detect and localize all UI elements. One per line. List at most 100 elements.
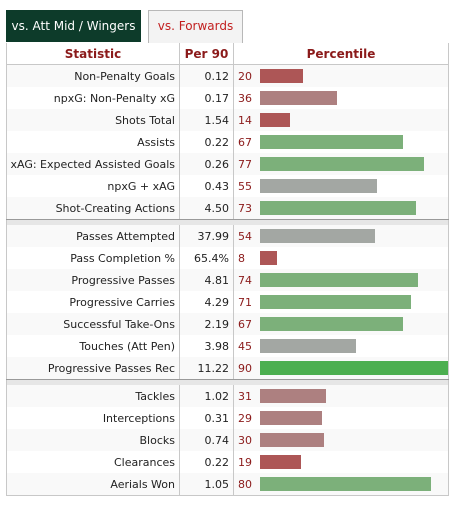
percentile-value: 55 [238,179,252,193]
statistic-cell: Shot-Creating Actions [6,197,180,220]
percentile-value: 29 [238,411,252,425]
percentile-bar [260,361,448,375]
percentile-cell: 19 [233,451,449,473]
header-percentile[interactable]: Percentile [233,43,449,65]
percentile-cell: 67 [233,313,449,335]
table-row: Progressive Passes 4.81 74 [6,269,449,291]
percentile-cell: 31 [233,385,449,407]
percentile-bar [260,69,303,83]
table-row: Tackles 1.02 31 [6,385,449,407]
per90-cell: 2.19 [179,313,234,335]
percentile-value: 67 [238,135,252,149]
table-row: Clearances 0.22 19 [6,451,449,473]
statistic-cell: Progressive Carries [6,291,180,313]
per90-cell: 1.54 [179,109,234,131]
per90-cell: 65.4% [179,247,234,269]
group-separator [6,379,449,385]
table-row: Assists 0.22 67 [6,131,449,153]
statistic-cell: npxG: Non-Penalty xG [6,87,180,109]
per90-cell: 11.22 [179,357,234,380]
percentile-value: 30 [238,433,252,447]
percentile-bar [260,157,424,171]
percentile-value: 19 [238,455,252,469]
statistic-cell: Tackles [6,385,180,407]
percentile-bar [260,91,337,105]
header-statistic[interactable]: Statistic [6,43,180,65]
per90-cell: 0.43 [179,175,234,197]
table-row: Pass Completion % 65.4% 8 [6,247,449,269]
separator-cell [6,219,449,225]
per90-cell: 0.31 [179,407,234,429]
per90-cell: 0.74 [179,429,234,451]
table-row: Non-Penalty Goals 0.12 20 [6,64,449,87]
per90-cell: 1.05 [179,473,234,496]
percentile-value: 45 [238,339,252,353]
table-row: Interceptions 0.31 29 [6,407,449,429]
statistic-cell: Interceptions [6,407,180,429]
percentile-cell: 20 [233,64,449,87]
table-row: Passes Attempted 37.99 54 [6,225,449,247]
table-row: npxG + xAG 0.43 55 [6,175,449,197]
table-row: npxG: Non-Penalty xG 0.17 36 [6,87,449,109]
group-separator [6,219,449,225]
table-row: Successful Take-Ons 2.19 67 [6,313,449,335]
statistic-cell: Clearances [6,451,180,473]
percentile-cell: 71 [233,291,449,313]
percentile-bar [260,389,326,403]
percentile-bar [260,433,324,447]
percentile-bar [260,411,322,425]
per90-cell: 4.50 [179,197,234,220]
percentile-cell: 90 [233,357,449,380]
statistic-cell: Aerials Won [6,473,180,496]
percentile-bar [260,295,411,309]
percentile-value: 80 [238,477,252,491]
header-per90[interactable]: Per 90 [179,43,234,65]
table-body: Non-Penalty Goals 0.12 20 npxG: Non-Penalty… [6,64,449,496]
tab-forwards[interactable]: vs. Forwards [148,10,243,43]
per90-cell: 0.12 [179,64,234,87]
per90-cell: 1.02 [179,385,234,407]
statistic-cell: Progressive Passes [6,269,180,291]
statistic-cell: Shots Total [6,109,180,131]
statistic-cell: Progressive Passes Rec [6,357,180,380]
percentile-bar [260,201,416,215]
percentile-bar [260,251,277,265]
table-row: xAG: Expected Assisted Goals 0.26 77 [6,153,449,175]
per90-cell: 0.26 [179,153,234,175]
statistic-cell: npxG + xAG [6,175,180,197]
percentile-cell: 14 [233,109,449,131]
percentile-cell: 8 [233,247,449,269]
percentile-bar [260,113,290,127]
percentile-value: 54 [238,229,252,243]
percentile-cell: 54 [233,225,449,247]
percentile-cell: 36 [233,87,449,109]
statistic-cell: xAG: Expected Assisted Goals [6,153,180,175]
percentile-value: 31 [238,389,252,403]
percentile-value: 14 [238,113,252,127]
percentile-cell: 80 [233,473,449,496]
tab-att-mid-wingers[interactable]: vs. Att Mid / Wingers [6,10,141,42]
percentile-value: 74 [238,273,252,287]
percentile-bar [260,339,356,353]
table-row: Shots Total 1.54 14 [6,109,449,131]
percentile-cell: 30 [233,429,449,451]
percentile-cell: 77 [233,153,449,175]
table-row: Touches (Att Pen) 3.98 45 [6,335,449,357]
percentile-value: 67 [238,317,252,331]
table-row: Progressive Passes Rec 11.22 90 [6,357,449,380]
percentile-cell: 67 [233,131,449,153]
per90-cell: 37.99 [179,225,234,247]
percentile-value: 8 [238,251,245,265]
table-row: Blocks 0.74 30 [6,429,449,451]
percentile-bar [260,179,377,193]
statistic-cell: Blocks [6,429,180,451]
percentile-cell: 45 [233,335,449,357]
percentile-bar [260,455,301,469]
per90-cell: 0.22 [179,451,234,473]
statistic-cell: Passes Attempted [6,225,180,247]
percentile-table: Statistic Per 90 Percentile Non-Penalty … [6,43,449,496]
percentile-bar [260,317,403,331]
statistic-cell: Assists [6,131,180,153]
table-row: Progressive Carries 4.29 71 [6,291,449,313]
percentile-cell: 73 [233,197,449,220]
